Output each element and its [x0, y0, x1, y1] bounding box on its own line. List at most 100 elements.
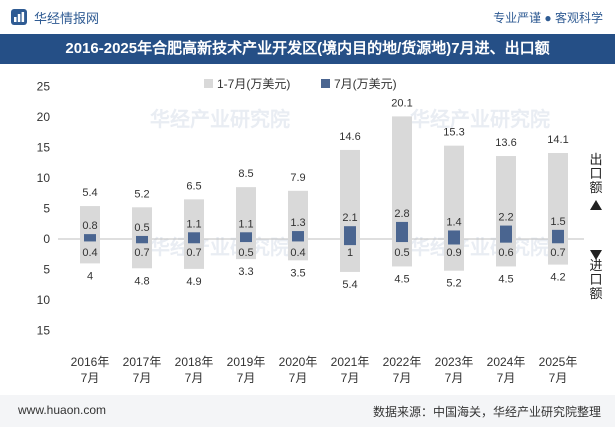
bar-import-month: [500, 239, 512, 243]
x-tick-label: 7月: [185, 371, 204, 385]
bar-export-cumulative: [132, 207, 152, 239]
y-tick-label: 20: [37, 110, 51, 124]
side-labels: 出口额 进口额: [589, 152, 602, 301]
label-export-cumulative: 20.1: [391, 97, 412, 109]
footer-url: www.huaon.com: [18, 403, 107, 417]
legend-swatch-cumulative: [204, 79, 213, 88]
import-side-label: 进口额: [589, 258, 602, 301]
watermark-text: 华经产业研究院: [150, 107, 290, 131]
bar-import-month: [188, 239, 200, 244]
bar-import-cumulative: [132, 239, 152, 269]
label-import-cumulative: 4.9: [186, 276, 201, 288]
label-import-cumulative: 4.2: [550, 272, 565, 284]
x-tick-label: 2021年: [331, 355, 370, 369]
label-export-cumulative: 14.1: [547, 134, 568, 146]
bar-export-month: [552, 229, 564, 239]
x-tick-label: 2025年: [539, 355, 578, 369]
import-arrow-icon: [590, 250, 602, 260]
y-tick-label: 15: [37, 324, 51, 338]
footer: www.huaon.com 数据来源：中国海关，华经产业研究院整理: [0, 395, 615, 427]
x-tick-label: 7月: [393, 371, 412, 385]
bar-import-cumulative: [80, 239, 100, 264]
x-tick-label: 7月: [133, 371, 152, 385]
bar-export-cumulative: [496, 156, 516, 239]
watermark-text: 华经产业研究院: [410, 107, 550, 131]
y-tick-label: 5: [43, 202, 50, 216]
y-tick-label: 5: [43, 263, 50, 277]
export-side-label: 出口额: [589, 152, 602, 195]
label-import-cumulative: 4.8: [134, 275, 149, 287]
label-export-cumulative: 5.4: [82, 187, 97, 199]
bar-import-cumulative: [184, 239, 204, 269]
label-export-month: 1.5: [550, 216, 565, 228]
label-export-cumulative: 15.3: [443, 127, 464, 139]
label-export-month: 2.2: [498, 212, 513, 224]
legend: 1-7月(万美元) 7月(万美元): [204, 77, 397, 91]
y-tick-label: 0: [43, 232, 50, 246]
data-labels: 5.4 0.8 0.4 4 5.2 0.5 0.7 4.8 6.5 1.1 0.7 4.9 8.5 1.1…: [82, 97, 568, 291]
x-tick-label: 7月: [445, 371, 464, 385]
bar-import-cumulative: [236, 239, 256, 260]
label-import-cumulative: 5.4: [342, 279, 357, 291]
bar-export-month: [84, 234, 96, 239]
bar-export-month: [448, 230, 460, 239]
label-import-month: 0.9: [446, 247, 461, 259]
title-bar: 2016-2025年合肥高新技术产业开发区(境内目的地/货源地)7月进、出口额: [0, 34, 615, 64]
bar-import-cumulative: [548, 239, 568, 265]
bar-export-cumulative: [80, 206, 100, 239]
footer-source: 数据来源：中国海关，华经产业研究院整理: [372, 405, 601, 419]
y-tick-label: 10: [37, 293, 51, 307]
label-import-cumulative: 4.5: [498, 273, 513, 285]
label-export-month: 1.3: [290, 217, 305, 229]
bar-import-cumulative: [496, 239, 516, 267]
x-tick-label: 7月: [237, 371, 256, 385]
label-export-cumulative: 8.5: [238, 168, 253, 180]
bar-import-month: [344, 239, 356, 246]
label-import-cumulative: 3.5: [290, 267, 305, 279]
x-tick-label: 2020年: [279, 355, 318, 369]
bar-export-month: [188, 232, 200, 239]
bar-export-cumulative: [548, 152, 568, 239]
label-export-cumulative: 14.6: [339, 131, 360, 143]
x-tick-label: 2017年: [123, 355, 162, 369]
tagline: 专业严谨 ● 客观科学: [493, 11, 603, 25]
label-import-month: 0.5: [238, 247, 253, 259]
y-tick-label: 15: [37, 141, 51, 155]
bar-export-month: [136, 235, 148, 239]
label-export-month: 2.8: [394, 208, 409, 220]
legend-label-cumulative: 1-7月(万美元): [217, 77, 290, 91]
x-tick-label: 7月: [289, 371, 308, 385]
bar-export-cumulative: [236, 187, 256, 239]
bar-import-cumulative: [340, 239, 360, 272]
bar-export-cumulative: [340, 149, 360, 239]
label-import-month: 0.7: [134, 247, 149, 259]
bars: [80, 116, 568, 272]
label-export-month: 0.8: [82, 220, 97, 232]
label-import-cumulative: 4: [87, 270, 93, 282]
label-import-month: 0.6: [498, 247, 513, 259]
x-tick-label: 2019年: [227, 355, 266, 369]
label-import-cumulative: 5.2: [446, 278, 461, 290]
bar-export-month: [292, 231, 304, 239]
bar-export-cumulative: [184, 199, 204, 239]
x-tick-label: 2018年: [175, 355, 214, 369]
bar-import-cumulative: [444, 239, 464, 271]
bar-export-cumulative: [392, 116, 412, 239]
bar-export-cumulative: [288, 190, 308, 239]
legend-swatch-month: [321, 79, 330, 88]
bar-export-month: [500, 225, 512, 239]
chart-title: 2016-2025年合肥高新技术产业开发区(境内目的地/货源地)7月进、出口额: [65, 40, 550, 57]
label-import-cumulative: 4.5: [394, 273, 409, 285]
label-import-month: 0.7: [186, 247, 201, 259]
bar-import-month: [136, 239, 148, 244]
x-tick-label: 7月: [549, 371, 568, 385]
y-tick-label: 25: [37, 80, 51, 94]
label-export-cumulative: 6.5: [186, 180, 201, 192]
export-arrow-icon: [590, 200, 602, 210]
bar-export-cumulative: [444, 145, 464, 239]
label-export-cumulative: 7.9: [290, 172, 305, 184]
bar-import-month: [240, 239, 252, 243]
x-tick-label: 2022年: [383, 355, 422, 369]
label-export-month: 1.4: [446, 216, 461, 228]
y-tick-label: 10: [37, 171, 51, 185]
